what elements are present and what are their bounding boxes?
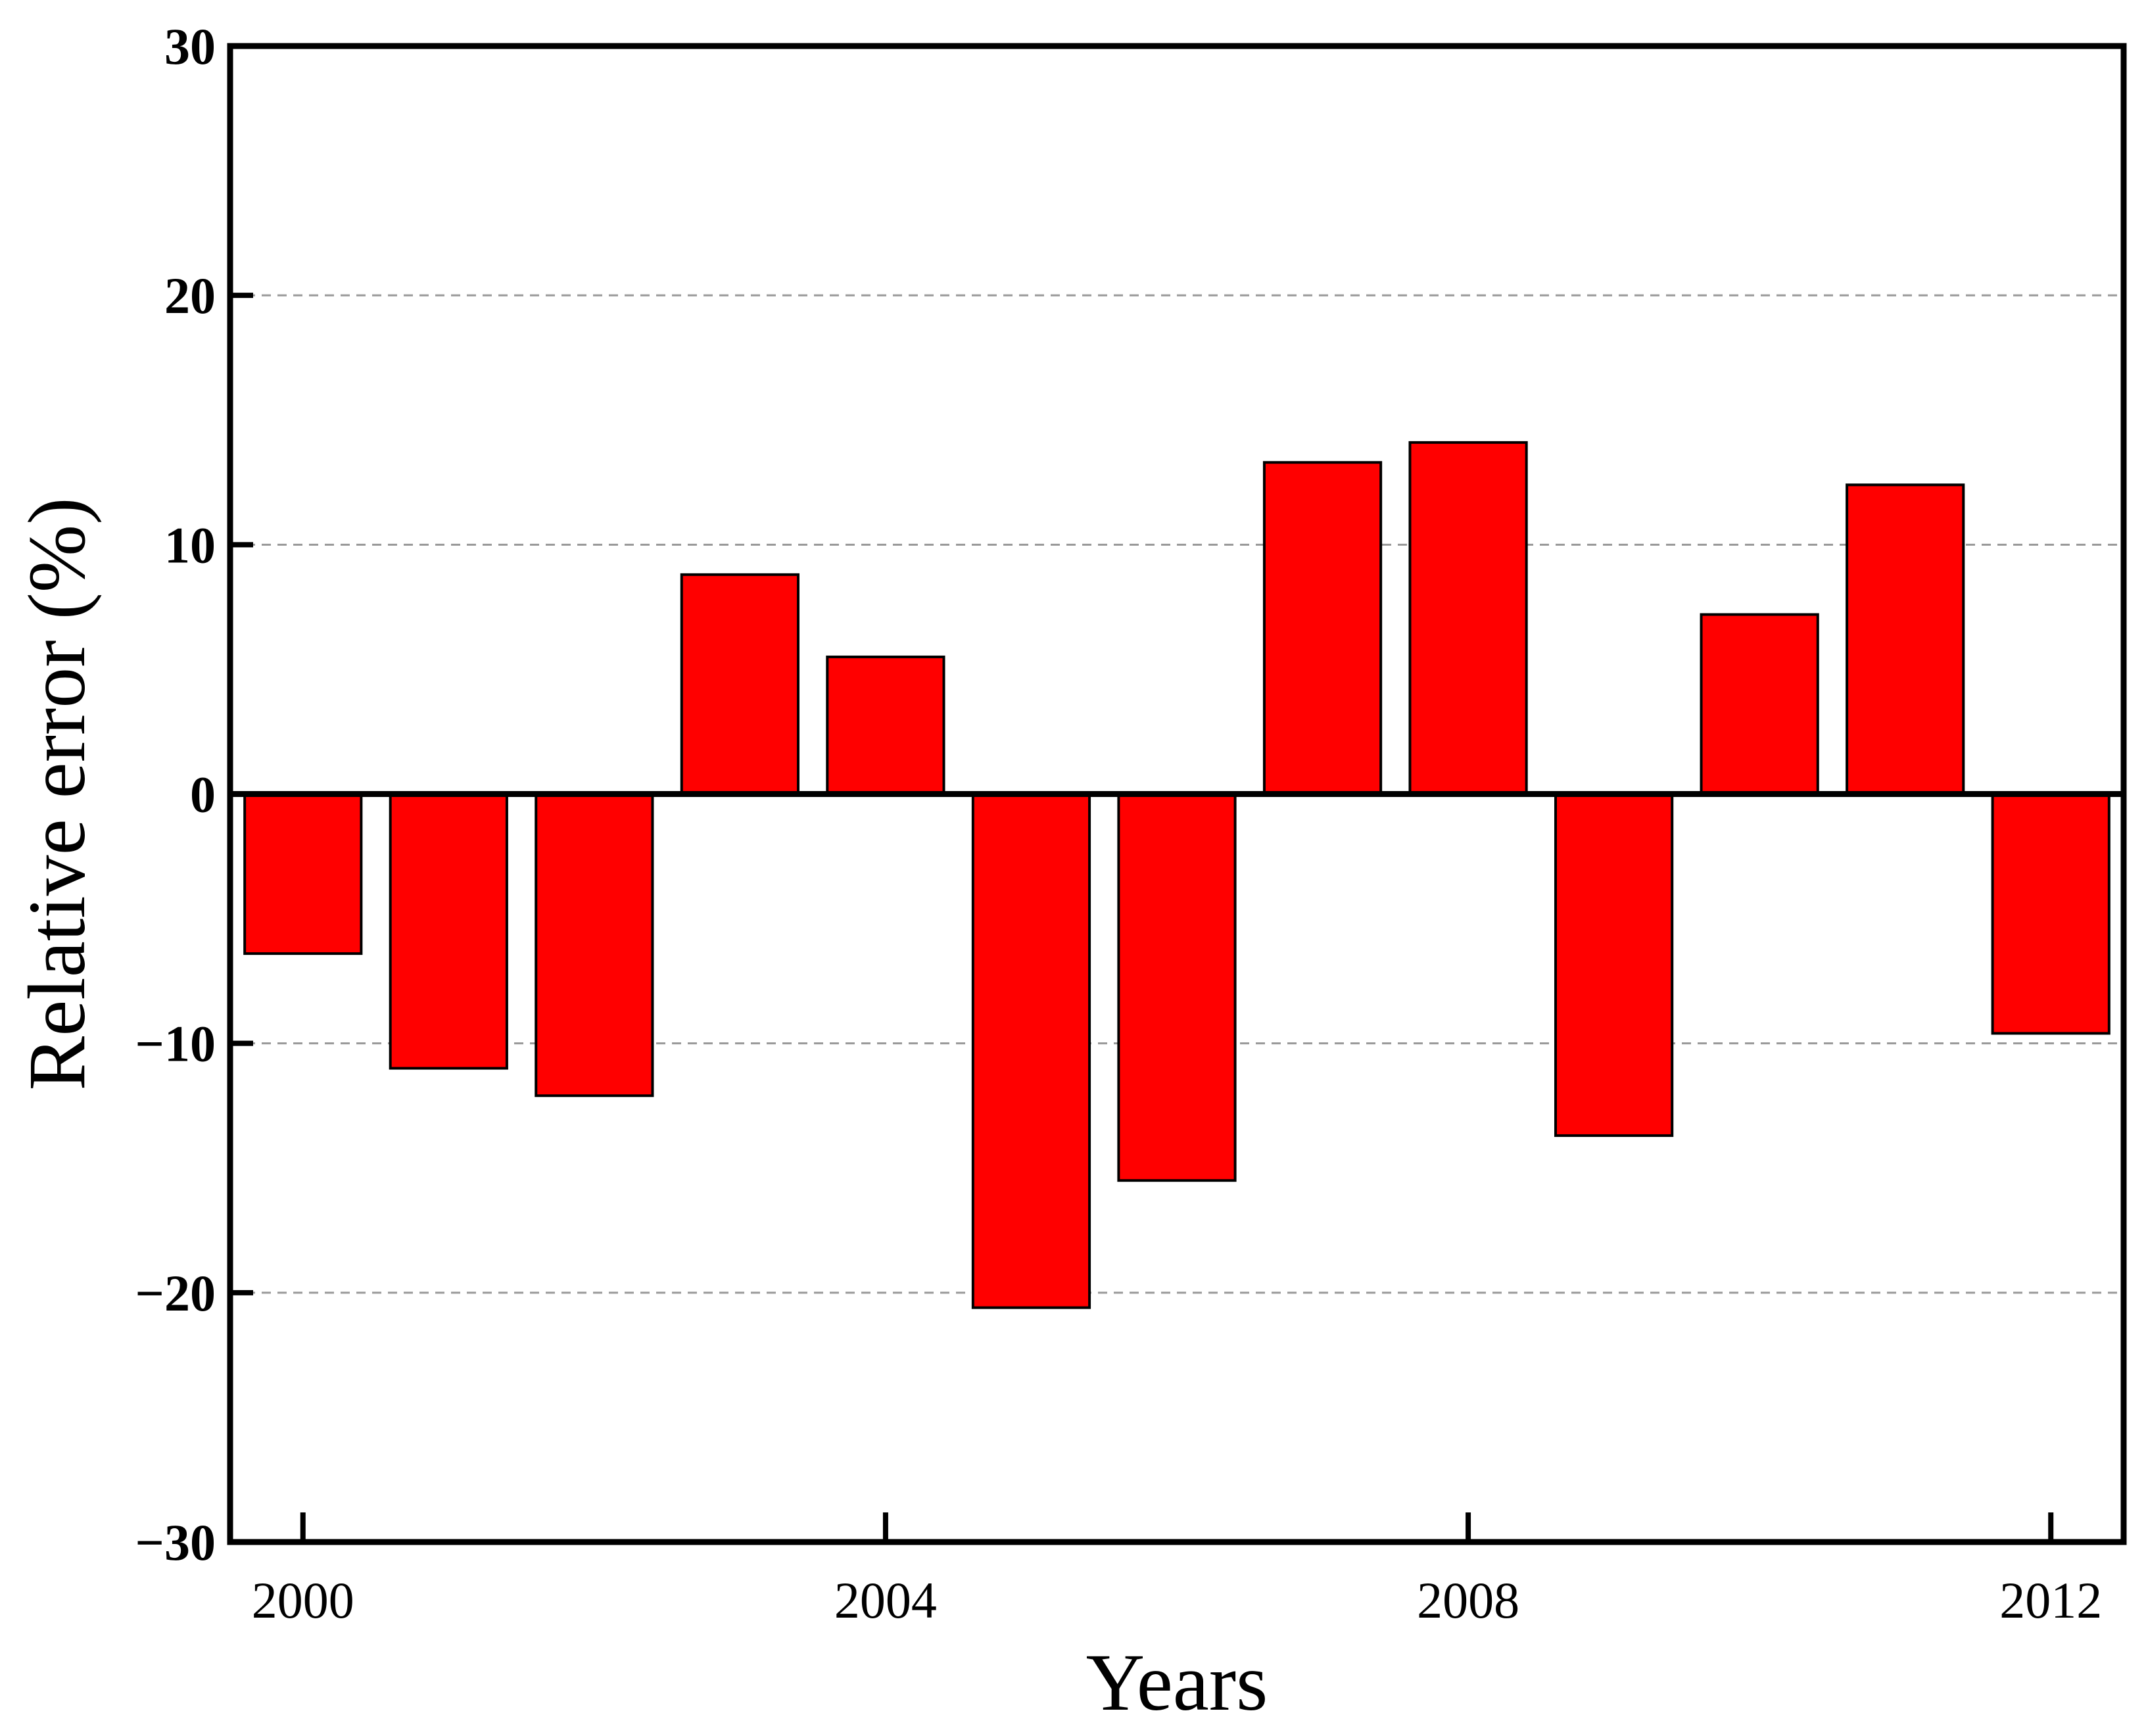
- bar-2009: [1554, 792, 1674, 1137]
- y-tick-label: −30: [135, 1514, 216, 1571]
- bar-2010: [1700, 613, 1819, 796]
- bars: [243, 441, 2110, 1309]
- y-tick-label: −20: [135, 1265, 216, 1322]
- x-tick-label: 2000: [252, 1572, 354, 1629]
- bar-2002: [535, 792, 654, 1097]
- y-tick-label: 0: [190, 766, 216, 823]
- bar-2008: [1408, 441, 1528, 796]
- bar-2007: [1262, 461, 1383, 796]
- x-axis-label: Years: [1086, 1637, 1268, 1727]
- bar-2006: [1117, 792, 1237, 1182]
- x-axis-ticks: 2000 2004 2008 2012: [252, 1512, 2102, 1629]
- x-tick-label: 2008: [1417, 1572, 1519, 1629]
- y-axis-label: Relative error (%): [12, 498, 102, 1091]
- y-tick-label: 10: [164, 516, 216, 573]
- bar-2001: [389, 792, 508, 1070]
- bar-2011: [1846, 483, 1965, 796]
- y-tick-label: −10: [135, 1015, 216, 1073]
- y-tick-label: 30: [164, 18, 216, 75]
- y-tick-label: 20: [164, 267, 216, 324]
- bar-2005: [971, 792, 1091, 1309]
- x-tick-label: 2004: [834, 1572, 937, 1629]
- bar-2000: [243, 792, 363, 955]
- bar-2004: [826, 655, 945, 796]
- y-axis-ticks: −30 −20 −10 0 10 20 30: [135, 18, 253, 1571]
- x-tick-label: 2012: [1999, 1572, 2102, 1629]
- bar-2003: [680, 573, 800, 796]
- bar-2012: [1991, 792, 2110, 1035]
